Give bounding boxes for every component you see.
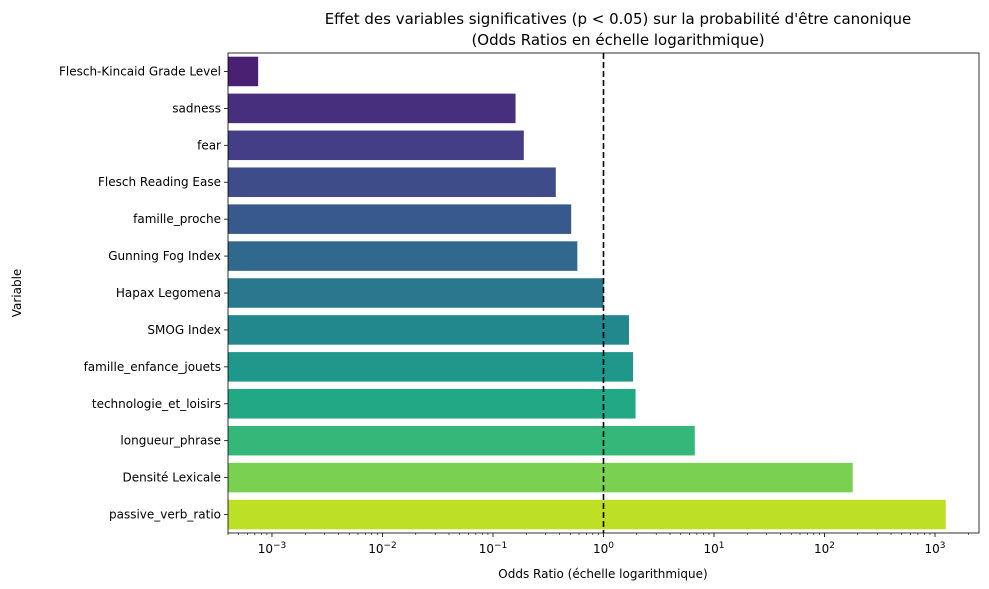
bar-10 — [228, 425, 695, 456]
y-tick-label-8: famille_enfance_jouets — [84, 360, 221, 374]
y-axis-label: Variable — [10, 269, 24, 318]
x-axis: 10−3 10−2 10−1 100 101 102 103 — [227, 533, 969, 556]
y-tick-label-1: sadness — [172, 101, 221, 115]
bar-12 — [228, 499, 946, 530]
y-tick-label-5: Gunning Fog Index — [108, 249, 221, 263]
bar-6 — [228, 278, 604, 308]
x-tick-label-6: 103 — [925, 541, 946, 556]
chart-subtitle: (Odds Ratios en échelle logarithmique) — [471, 31, 764, 49]
y-axis: Flesch-Kincaid Grade Level sadness fear Fle… — [59, 64, 228, 522]
y-tick-label-12: passive_verb_ratio — [109, 508, 221, 522]
bar-8 — [228, 352, 634, 382]
bar-3 — [228, 167, 556, 197]
bars-group — [228, 56, 946, 530]
y-tick-label-3: Flesch Reading Ease — [98, 175, 221, 189]
bar-11 — [228, 462, 853, 493]
bar-9 — [228, 389, 636, 419]
bar-2 — [228, 130, 524, 161]
chart-title: Effet des variables significatives (p < … — [325, 10, 912, 28]
y-tick-label-4: famille_proche — [133, 212, 221, 226]
plot-frame — [227, 52, 980, 534]
y-tick-label-7: SMOG Index — [147, 323, 221, 337]
y-tick-label-11: Densité Lexicale — [123, 471, 221, 485]
y-tick-label-10: longueur_phrase — [120, 434, 221, 448]
y-tick-label-0: Flesch-Kincaid Grade Level — [59, 64, 221, 78]
bar-0 — [228, 56, 259, 87]
x-tick-label-4: 101 — [704, 541, 725, 556]
x-tick-label-2: 10−1 — [479, 541, 508, 556]
bar-1 — [228, 93, 516, 124]
bar-5 — [228, 241, 578, 271]
y-tick-label-9: technologie_et_loisirs — [92, 397, 221, 411]
y-tick-label-2: fear — [197, 138, 221, 152]
x-axis-label: Odds Ratio (échelle logarithmique) — [498, 567, 707, 581]
bar-4 — [228, 204, 572, 234]
x-tick-label-0: 10−3 — [258, 541, 287, 556]
x-tick-label-1: 10−2 — [368, 541, 397, 556]
bar-7 — [228, 315, 629, 345]
x-tick-label-5: 102 — [814, 541, 835, 556]
x-tick-label-3: 100 — [593, 541, 614, 556]
y-tick-label-6: Hapax Legomena — [116, 286, 221, 300]
